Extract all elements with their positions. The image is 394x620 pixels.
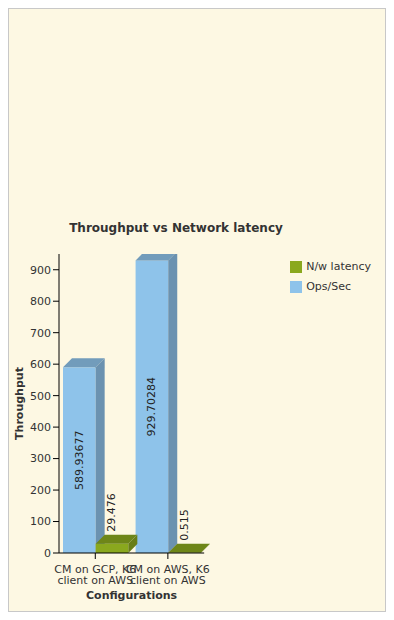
- svg-text:CM on GCP, K6client on AWS: CM on GCP, K6client on AWS: [54, 563, 136, 587]
- svg-text:500: 500: [30, 390, 51, 403]
- html-text:Throughput vs Network latency: Throughput vs Network latency: [69, 221, 283, 235]
- svg-text:CM on AWS, K6client on AWS: CM on AWS, K6client on AWS: [126, 563, 210, 587]
- svg-text:900: 900: [30, 264, 51, 277]
- svg-text:200: 200: [30, 484, 51, 497]
- html-text:N/w latency: N/w latency: [306, 260, 371, 273]
- svg-text:Throughput: Throughput: [13, 367, 26, 440]
- svg-text:0.515: 0.515: [178, 509, 191, 541]
- svg-text:0: 0: [44, 547, 51, 560]
- svg-text:400: 400: [30, 421, 51, 434]
- svg-text:300: 300: [30, 452, 51, 465]
- html-text:Ops/Sec: Ops/Sec: [306, 280, 351, 293]
- svg-text:700: 700: [30, 327, 51, 340]
- svg-text:929.70284: 929.70284: [145, 377, 158, 437]
- svg-text:100: 100: [30, 515, 51, 528]
- svg-text:Configurations: Configurations: [86, 589, 178, 602]
- svg-text:600: 600: [30, 358, 51, 371]
- svg-text:589.93677: 589.93677: [73, 430, 86, 490]
- svg-text:29.476: 29.476: [105, 493, 118, 532]
- svg-text:800: 800: [30, 295, 51, 308]
